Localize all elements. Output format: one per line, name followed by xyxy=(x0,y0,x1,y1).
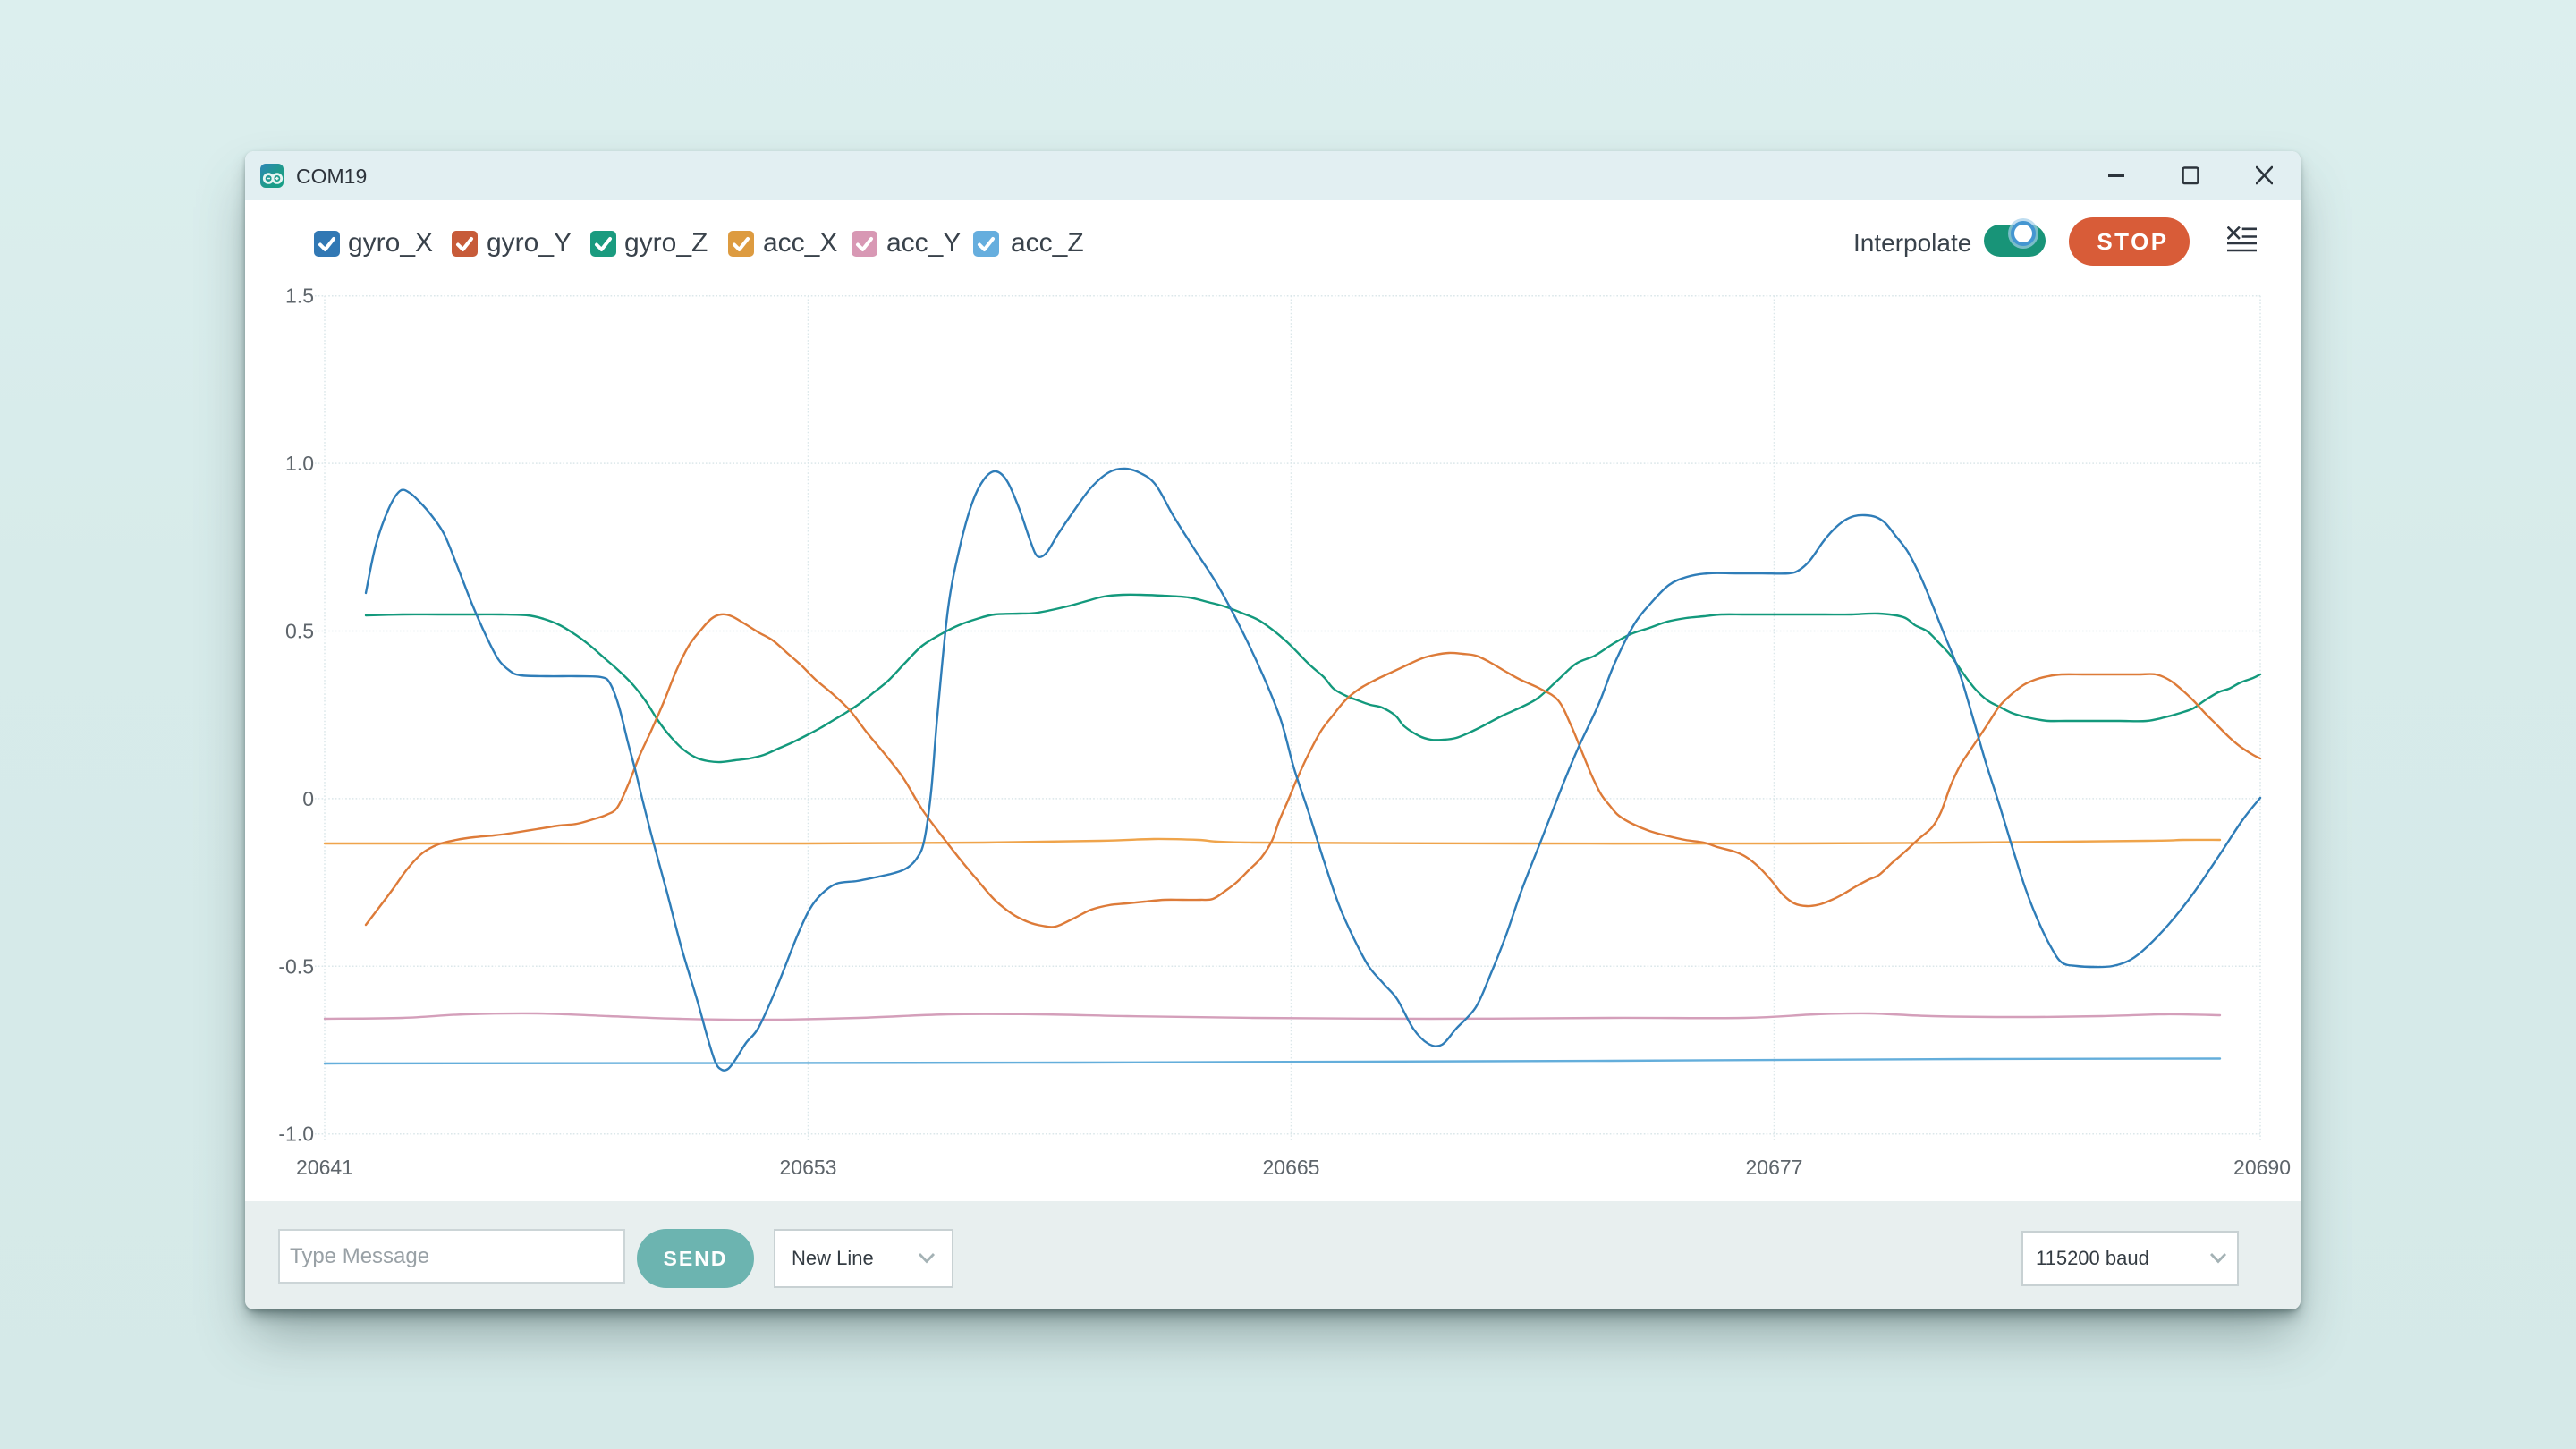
svg-text:1.5: 1.5 xyxy=(285,284,314,308)
svg-text:20665: 20665 xyxy=(1263,1156,1320,1179)
svg-text:20653: 20653 xyxy=(780,1156,837,1179)
svg-text:20641: 20641 xyxy=(296,1156,353,1179)
svg-text:-1.0: -1.0 xyxy=(278,1123,314,1146)
svg-text:20690: 20690 xyxy=(2233,1156,2291,1179)
svg-text:0.5: 0.5 xyxy=(285,620,314,643)
svg-text:1.0: 1.0 xyxy=(285,452,314,475)
svg-text:-0.5: -0.5 xyxy=(278,954,314,978)
svg-text:0: 0 xyxy=(302,787,314,810)
svg-text:20677: 20677 xyxy=(1746,1156,1803,1179)
